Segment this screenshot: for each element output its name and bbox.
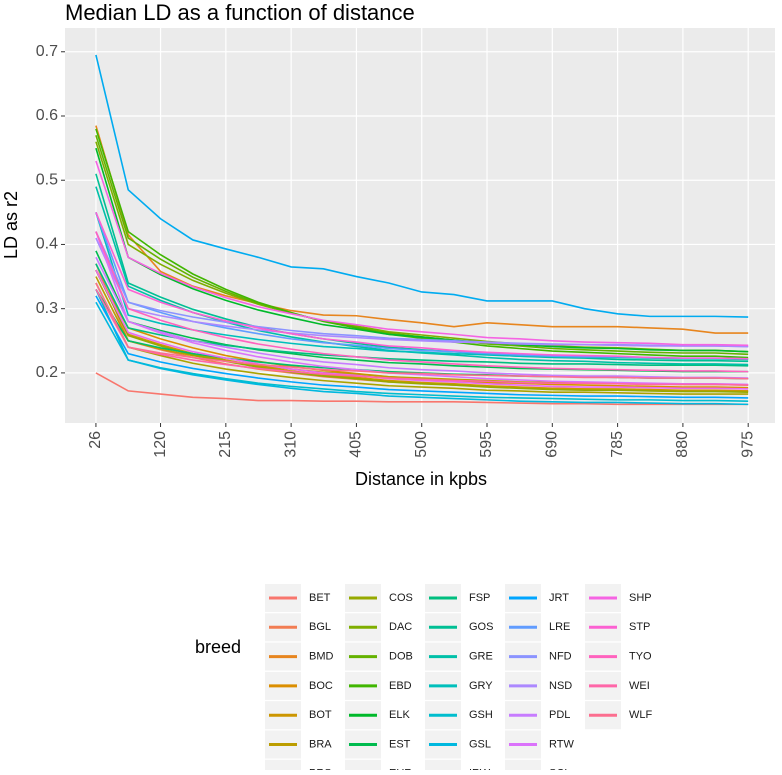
legend-label: RTW: [549, 738, 574, 750]
series-line: [95, 128, 749, 359]
legend-key: [505, 759, 541, 775]
series-line: [95, 125, 749, 334]
x-tick-label: 975: [739, 431, 756, 458]
series-line: [95, 289, 749, 386]
legend-label: STP: [629, 621, 650, 633]
legend-key: [345, 759, 381, 775]
y-tick-label: 0.5: [36, 171, 58, 188]
series-line: [95, 282, 749, 380]
series-line: [95, 301, 749, 406]
series-line: [95, 372, 749, 406]
y-axis-label: LD as r2: [1, 191, 21, 259]
series-line: [95, 231, 749, 373]
series-line: [95, 54, 749, 318]
legend-label: BMD: [309, 651, 334, 663]
series-line: [95, 269, 749, 393]
legend-label: DOB: [389, 651, 413, 663]
y-tick-label: 0.4: [36, 236, 58, 253]
x-tick-label: 785: [609, 431, 626, 458]
x-tick-label: 310: [282, 431, 299, 458]
legend-key: [265, 759, 301, 775]
legend-key: [425, 759, 461, 775]
y-tick-label: 0.7: [36, 43, 58, 60]
legend-label: LRE: [549, 621, 570, 633]
legend-label: BOT: [309, 709, 332, 721]
y-tick-label: 0.3: [36, 300, 58, 317]
legend-label: BGL: [309, 621, 331, 633]
x-tick-label: 690: [544, 431, 561, 458]
series-line: [95, 212, 749, 360]
series-line: [95, 147, 749, 353]
legend-label: PDL: [549, 709, 570, 721]
legend-label: NFD: [549, 651, 572, 663]
legend-label: JRT: [549, 592, 569, 604]
legend-label: BET: [309, 592, 331, 604]
legend-label: SHP: [629, 592, 652, 604]
series-line: [95, 289, 749, 402]
legend-label: ELK: [389, 709, 410, 721]
x-tick-label: 595: [478, 431, 495, 458]
legend-label: GSL: [469, 738, 491, 750]
x-tick-label: 405: [348, 431, 365, 458]
x-tick-label: 215: [217, 431, 234, 458]
legend-label: TYO: [629, 651, 652, 663]
series-line: [95, 282, 749, 395]
legend-label: GOS: [469, 621, 493, 633]
x-tick-label: 120: [152, 431, 169, 458]
legend-label: NSD: [549, 680, 572, 692]
x-tick-label: 26: [87, 431, 104, 449]
legend-label: FSP: [469, 592, 490, 604]
legend-label: GSH: [469, 709, 493, 721]
legend-label: COS: [389, 592, 413, 604]
y-tick-label: 0.6: [36, 107, 58, 124]
y-tick-label: 0.2: [36, 364, 58, 381]
legend-label: BOC: [309, 680, 333, 692]
series-line: [95, 256, 749, 379]
legend-label: WEI: [629, 680, 650, 692]
legend-label: WLF: [629, 709, 653, 721]
legend-label: BRA: [309, 738, 332, 750]
chart-title: Median LD as a function of distance: [65, 0, 415, 25]
series-line: [95, 160, 749, 347]
series-line: [95, 269, 749, 390]
x-axis-label: Distance in kpbs: [355, 469, 487, 489]
x-tick-label: 880: [674, 431, 691, 458]
legend-label: GRY: [469, 680, 493, 692]
series-line: [95, 231, 749, 386]
series-line: [95, 237, 749, 348]
legend-label: EBD: [389, 680, 412, 692]
x-tick-label: 500: [413, 431, 430, 458]
legend-label: GRE: [469, 651, 493, 663]
series-line: [95, 295, 749, 399]
legend-label: DAC: [389, 621, 412, 633]
legend-label: EST: [389, 738, 411, 750]
legend-title: breed: [195, 637, 241, 657]
